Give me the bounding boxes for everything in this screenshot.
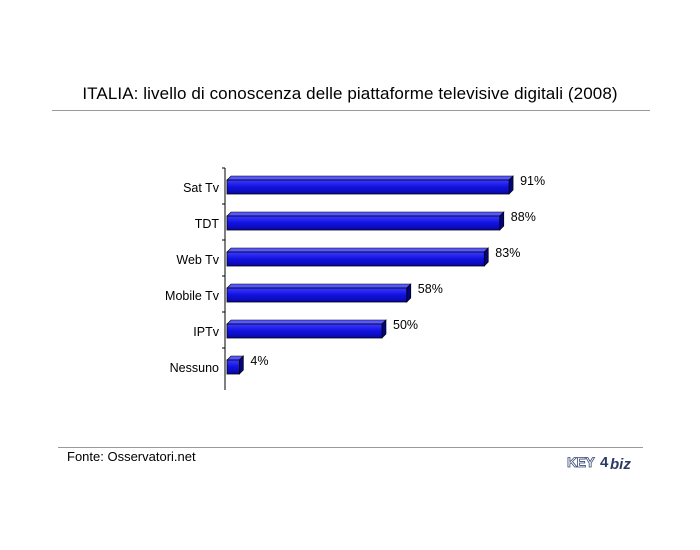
logo-key: KEY bbox=[567, 454, 595, 470]
chart-title: ITALIA: livello di conoscenza delle piat… bbox=[82, 84, 618, 103]
value-label: 88% bbox=[511, 210, 536, 224]
category-label: Nessuno bbox=[170, 361, 219, 375]
footer-divider bbox=[58, 447, 643, 448]
category-label: IPTv bbox=[193, 325, 219, 339]
bar-nessuno bbox=[226, 355, 245, 375]
bar-mobile-tv bbox=[226, 283, 412, 303]
logo-biz: biz bbox=[610, 456, 631, 473]
value-label: 50% bbox=[393, 318, 418, 332]
bar-sat-tv bbox=[226, 175, 514, 195]
value-label: 58% bbox=[418, 282, 443, 296]
value-label: 83% bbox=[495, 246, 520, 260]
bar-iptv bbox=[226, 319, 387, 339]
key4biz-logo: KEY 4 biz bbox=[567, 454, 632, 473]
category-label: Mobile Tv bbox=[165, 289, 220, 303]
category-label: Sat Tv bbox=[183, 181, 220, 195]
bar-web-tv bbox=[226, 247, 490, 267]
value-label: 4% bbox=[250, 354, 268, 368]
title-divider bbox=[52, 110, 650, 111]
category-label: TDT bbox=[195, 217, 220, 231]
bar-tdt bbox=[226, 211, 505, 231]
logo-digit: 4 bbox=[600, 454, 609, 471]
value-label: 91% bbox=[520, 174, 545, 188]
source-note: Fonte: Osservatori.net bbox=[67, 449, 196, 464]
category-label: Web Tv bbox=[176, 253, 219, 267]
